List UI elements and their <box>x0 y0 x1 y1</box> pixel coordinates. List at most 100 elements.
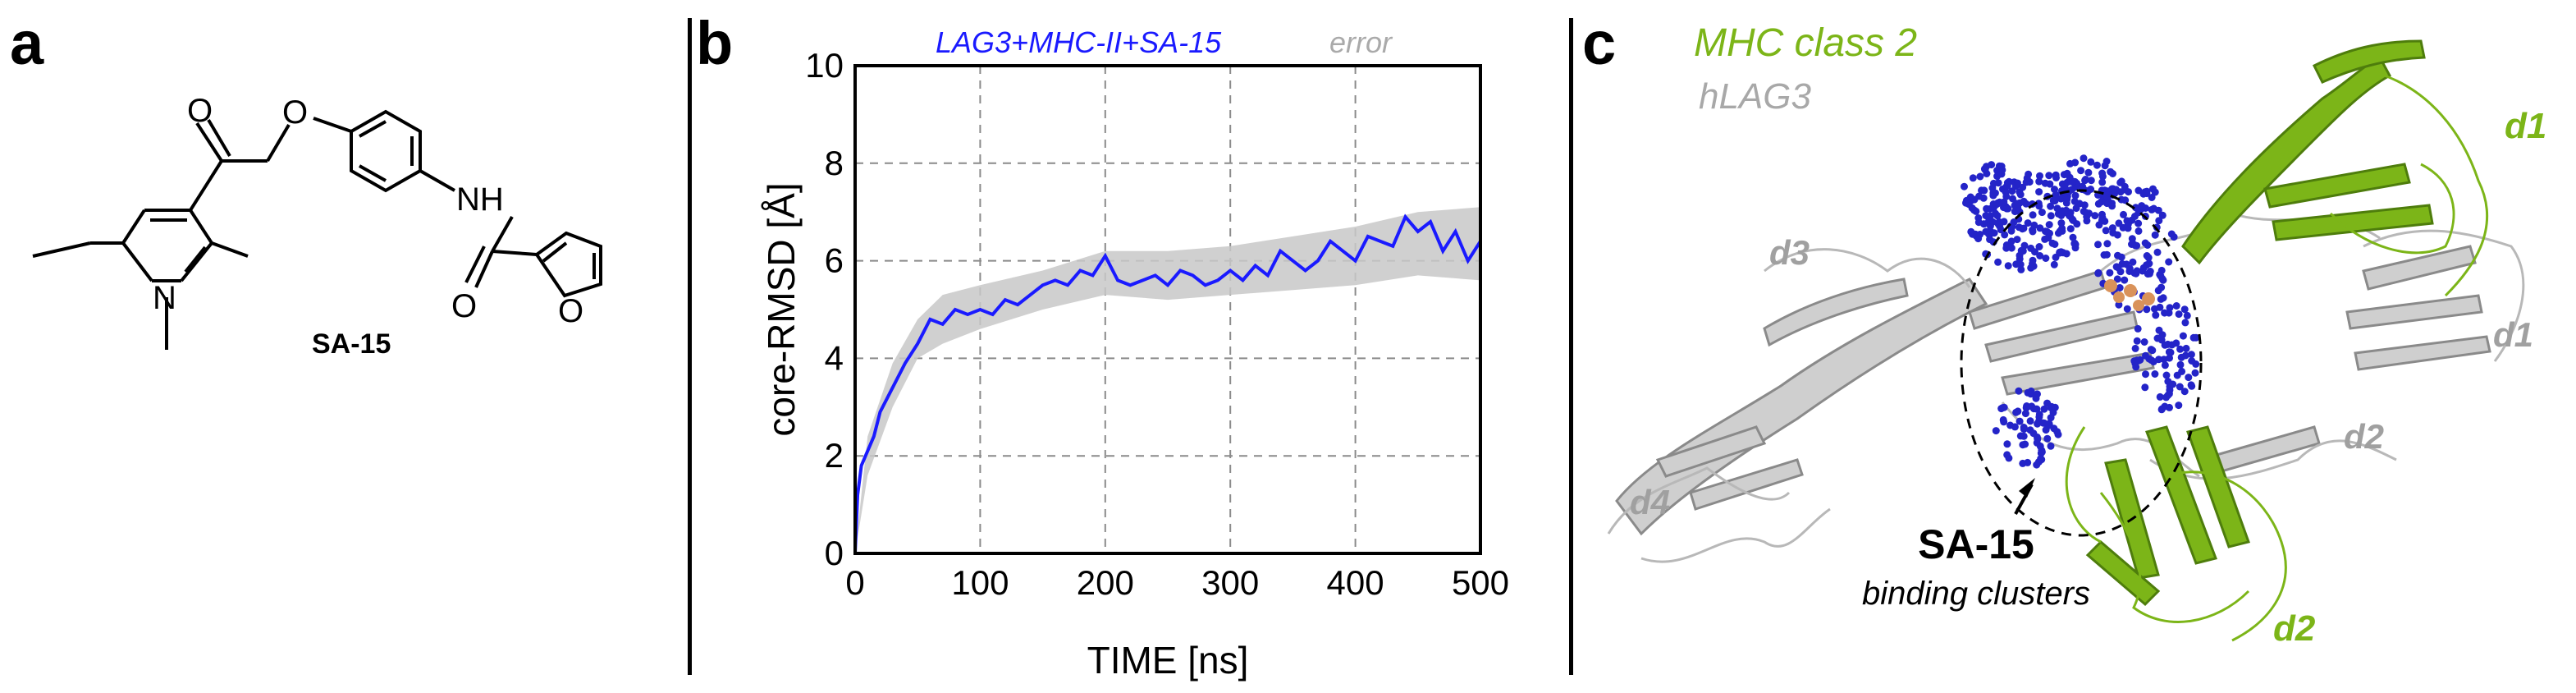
x-tick-label: 300 <box>1201 563 1259 602</box>
cluster-dot <box>2036 224 2044 232</box>
cluster-dot <box>2166 403 2173 411</box>
cluster-dot <box>2176 345 2185 353</box>
cluster-dot <box>2123 305 2131 313</box>
cluster-dot <box>2045 420 2053 429</box>
cluster-dot <box>2143 305 2151 314</box>
mhc-cartoon <box>2085 39 2434 607</box>
cluster-dot <box>2120 210 2127 218</box>
cluster-dot <box>2070 177 2078 186</box>
axis-ticks: 0 100 200 300 400 500 0 2 4 6 8 10 <box>805 46 1509 602</box>
cluster-dot <box>2000 218 2008 226</box>
cluster-dot <box>2115 219 2123 227</box>
divider-left <box>688 18 692 675</box>
x-tick-label: 0 <box>845 563 864 602</box>
cluster-dot <box>1979 194 1988 202</box>
cluster-dot <box>2108 224 2116 232</box>
cluster-dot <box>2049 408 2057 416</box>
cluster-dot <box>2015 387 2023 395</box>
cluster-dot <box>1982 212 1990 220</box>
cluster-dot <box>2139 267 2147 275</box>
legend-error-label: error <box>1329 25 1393 59</box>
cluster-dot <box>2132 204 2139 212</box>
cluster-dot <box>2161 361 2169 369</box>
cluster-dot <box>2042 255 2050 262</box>
cluster-dot <box>2098 178 2107 186</box>
cluster-dot <box>2179 332 2187 340</box>
cluster-dot <box>2087 158 2095 166</box>
cluster-dot <box>2152 311 2160 319</box>
cluster-dot <box>2113 231 2121 239</box>
cluster-dot <box>2020 432 2028 440</box>
amide-oxygen-label: O <box>451 288 477 324</box>
cluster-dot <box>2170 233 2178 241</box>
atom-labels: O O N NH O O <box>153 93 583 329</box>
cluster-dot <box>2151 370 2159 378</box>
cluster-dot <box>2175 402 2183 410</box>
y-tick-label: 2 <box>825 436 844 475</box>
cluster-dot <box>2181 319 2189 327</box>
x-tick-label: 500 <box>1452 563 1509 602</box>
panel-b-letter: b <box>696 9 734 77</box>
cluster-dot <box>2070 239 2079 247</box>
cluster-dot <box>1980 165 1988 173</box>
cluster-dot <box>2140 338 2148 346</box>
cluster-dot <box>2029 211 2037 219</box>
cluster-dot <box>2045 172 2053 180</box>
divider-right <box>1569 18 1573 675</box>
cluster-dot <box>2061 183 2069 191</box>
cluster-dot <box>2084 168 2093 177</box>
cluster-dot <box>2016 255 2024 263</box>
cluster-dot <box>2081 176 2089 183</box>
cluster-dot <box>2057 219 2066 227</box>
cluster-dot <box>2154 287 2162 295</box>
mhc-loops <box>2065 72 2488 642</box>
cluster-dot <box>2002 192 2011 200</box>
cluster-dot <box>2080 208 2088 215</box>
cluster-dot <box>2029 256 2037 264</box>
cluster-dot <box>2121 196 2130 204</box>
cluster-dot <box>1965 200 1973 209</box>
cluster-dot <box>2176 360 2185 369</box>
cluster-dot <box>2141 383 2149 392</box>
cluster-dot <box>2003 451 2011 459</box>
cluster-dot <box>2033 405 2041 413</box>
cluster-dot <box>2047 202 2055 210</box>
cluster-dot <box>2155 217 2163 225</box>
cluster-dot <box>2020 424 2028 431</box>
cluster-dot <box>2016 190 2025 199</box>
cluster-dot <box>2128 241 2135 248</box>
cluster-dot <box>2144 270 2152 278</box>
ligand-sticks <box>2104 279 2155 311</box>
cluster-dot <box>2038 447 2046 454</box>
cluster-dot <box>2053 204 2061 213</box>
cluster-dot <box>2071 158 2080 167</box>
cluster-dot <box>2148 356 2155 365</box>
cluster-dot <box>2021 440 2029 448</box>
cluster-dot <box>2112 263 2121 271</box>
cluster-dot <box>2006 242 2015 250</box>
y-tick-label: 4 <box>825 338 844 377</box>
cluster-dot <box>2004 262 2012 270</box>
cluster-dot <box>1976 172 1984 181</box>
cluster-dot <box>2103 240 2112 248</box>
legend-hlag3-label: hLAG3 <box>1699 76 1812 117</box>
cluster-dot <box>2115 301 2123 309</box>
cluster-dot <box>2020 197 2028 205</box>
cluster-dot <box>2016 417 2024 425</box>
cluster-dot <box>2106 268 2114 277</box>
cluster-dot <box>2033 461 2041 469</box>
cluster-dot <box>2156 392 2164 401</box>
cluster-dot <box>2142 370 2149 379</box>
cluster-dot <box>2011 423 2019 431</box>
cluster-dot <box>2079 182 2086 190</box>
cluster-dot <box>2087 186 2095 193</box>
cluster-dot <box>2024 219 2032 227</box>
cluster-dot <box>2175 310 2183 319</box>
cluster-dot <box>2035 243 2043 250</box>
cluster-dot <box>2045 221 2053 229</box>
cluster-dot <box>1983 204 1991 213</box>
molecule-skeleton <box>32 109 602 350</box>
cluster-dot <box>2101 217 2109 225</box>
cluster-dot <box>2100 251 2108 259</box>
cluster-dot <box>1979 220 1988 228</box>
